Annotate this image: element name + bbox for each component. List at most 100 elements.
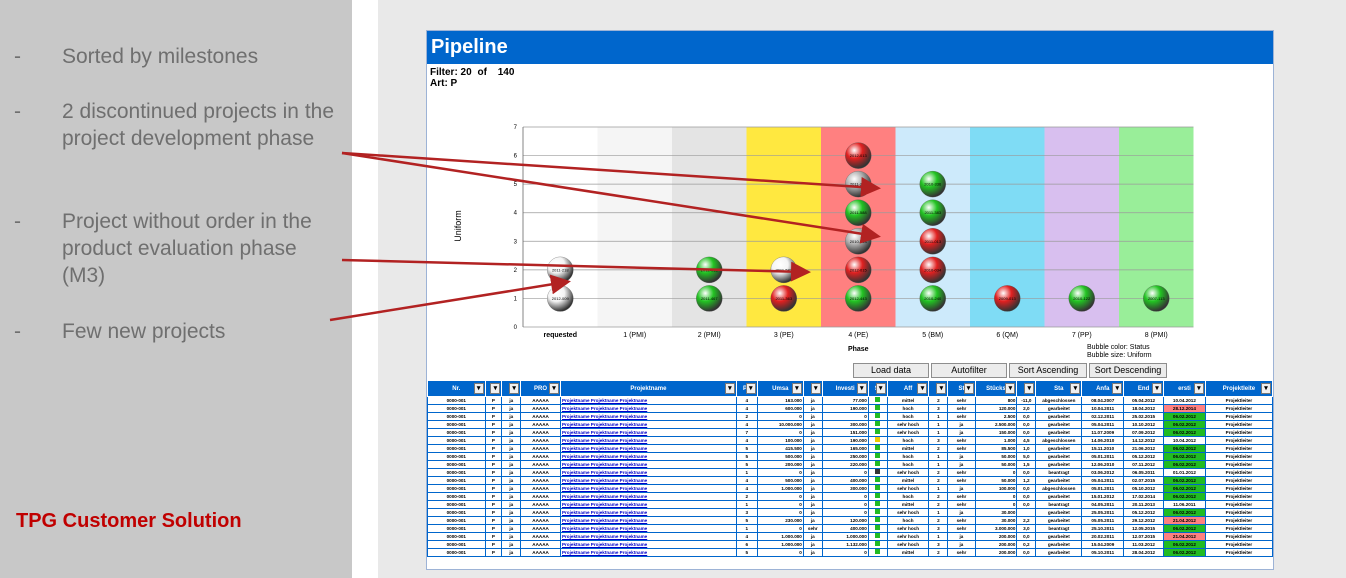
table-cell[interactable]: Projektname Projektname Projektname [559, 468, 737, 477]
column-header-label: Stücks [986, 385, 1006, 392]
table-cell: AAAAA [520, 532, 561, 541]
table-cell: 3 [735, 508, 758, 517]
table-cell[interactable]: Projektname Projektname Projektname [559, 428, 737, 437]
table-cell: AAAAA [520, 484, 561, 493]
table-cell: 1.132.000 [821, 540, 869, 549]
column-header[interactable]: Sta ▾ [1035, 380, 1083, 397]
table-cell: 0000-001 [427, 500, 486, 509]
table-cell [867, 476, 888, 485]
table-cell[interactable]: Projektname Projektname Projektname [559, 532, 737, 541]
column-header[interactable]: Aff ▾ [886, 380, 930, 397]
table-cell[interactable]: Projektname Projektname Projektname [559, 548, 737, 557]
table-cell[interactable]: Projektname Projektname Projektname [559, 460, 737, 469]
legend-text: Bubble color: Status [1087, 344, 1150, 351]
table-cell[interactable]: Projektname Projektname Projektname [559, 540, 737, 549]
column-header[interactable]: Stücks ▾ [974, 380, 1018, 397]
table-cell[interactable]: Projektname Projektname Projektname [559, 396, 737, 405]
table-cell: 01.01.2012 [1162, 468, 1206, 477]
table-cell[interactable]: Projektname Projektname Projektname [559, 476, 737, 485]
table-cell[interactable]: Projektname Projektname Projektname [559, 404, 737, 413]
filter-dropdown-icon[interactable]: ▾ [856, 383, 867, 394]
table-cell[interactable]: Projektname Projektname Projektname [559, 444, 737, 453]
filter-dropdown-icon[interactable]: ▾ [791, 383, 802, 394]
column-header[interactable]: Projektname ▾ [559, 380, 737, 397]
filter-dropdown-icon[interactable]: ▾ [745, 383, 756, 394]
column-header[interactable]: P▾ [928, 380, 949, 397]
table-cell: ja [802, 452, 823, 461]
table-cell[interactable]: Projektname Projektname Projektname [559, 500, 737, 509]
column-header[interactable]: Projektleite ▾ [1204, 380, 1273, 397]
filter-dropdown-icon[interactable]: ▾ [509, 383, 520, 394]
column-header[interactable]: Anfa ▾ [1081, 380, 1125, 397]
bubble-label: 2010-034 [924, 267, 942, 272]
table-cell[interactable]: Projektname Projektname Projektname [559, 420, 737, 429]
table-cell[interactable]: Projektname Projektname Projektname [559, 492, 737, 501]
filter-dropdown-icon[interactable]: ▾ [875, 383, 886, 394]
load-data-button[interactable]: Load data [853, 363, 929, 378]
column-header[interactable]: Umsa ▾ [756, 380, 804, 397]
table-cell[interactable]: Projektname Projektname Projektname [559, 508, 737, 517]
filter-dropdown-icon[interactable]: ▾ [936, 383, 947, 394]
sort-descending-button[interactable]: Sort Descending [1089, 363, 1167, 378]
filter-dropdown-icon[interactable]: ▾ [1112, 383, 1123, 394]
column-header[interactable]: Nr. ▾ [427, 380, 486, 397]
table-cell[interactable]: Projektname Projektname Projektname [559, 524, 737, 533]
column-header[interactable]: ▾ [501, 380, 522, 397]
column-header[interactable]: ▾ [484, 380, 503, 397]
status-square-icon [875, 541, 881, 546]
filter-dropdown-icon[interactable]: ▾ [1193, 383, 1204, 394]
table-cell[interactable]: Projektname Projektname Projektname [559, 516, 737, 525]
column-header[interactable]: End ▾ [1123, 380, 1164, 397]
column-header[interactable]: ▾ [1016, 380, 1037, 397]
column-header[interactable]: Ph▾ [735, 380, 758, 397]
filter-dropdown-icon[interactable]: ▾ [1151, 383, 1162, 394]
column-header[interactable]: Investi ▾ [821, 380, 869, 397]
filter-dropdown-icon[interactable]: ▾ [548, 383, 559, 394]
filter-dropdown-icon[interactable]: ▾ [473, 383, 484, 394]
filter-dropdown-icon[interactable]: ▾ [963, 383, 974, 394]
filter-dropdown-icon[interactable]: ▾ [917, 383, 928, 394]
filter-dropdown-icon[interactable]: ▾ [1070, 383, 1081, 394]
table-cell[interactable]: Projektname Projektname Projektname [559, 412, 737, 421]
table-cell: 21.04.2012 [1162, 532, 1206, 541]
filter-dropdown-icon[interactable]: ▾ [1261, 383, 1271, 394]
filter-dropdown-icon[interactable]: ▾ [490, 383, 501, 394]
table-cell: 25.05.2011 [1081, 508, 1125, 517]
filter-dropdown-icon[interactable]: ▾ [1024, 383, 1035, 394]
table-cell [867, 428, 888, 437]
column-header[interactable]: St▾ [947, 380, 976, 397]
column-header[interactable]: St▾ [867, 380, 888, 397]
sort-ascending-button[interactable]: Sort Ascending [1009, 363, 1087, 378]
table-cell: 500.000 [756, 476, 804, 485]
column-header[interactable]: PRO ▾ [520, 380, 561, 397]
column-header[interactable]: ▾ [802, 380, 823, 397]
filter-dropdown-icon[interactable]: ▾ [724, 383, 735, 394]
autofilter-button[interactable]: Autofilter [931, 363, 1007, 378]
table-cell[interactable]: Projektname Projektname Projektname [559, 484, 737, 493]
filter-dropdown-icon[interactable]: ▾ [1005, 383, 1016, 394]
filter-dropdown-icon[interactable]: ▾ [810, 383, 821, 394]
table-cell[interactable]: Projektname Projektname Projektname [559, 436, 737, 445]
table-cell[interactable]: Projektname Projektname Projektname [559, 452, 737, 461]
column-header[interactable]: ersti ▾ [1162, 380, 1206, 397]
